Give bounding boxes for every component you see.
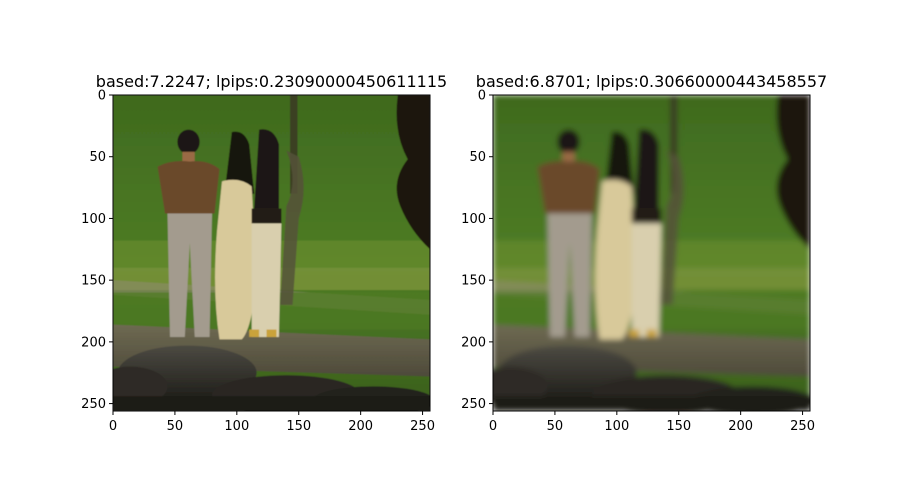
y-tick-label: 0 — [478, 89, 486, 104]
y-tick-label: 150 — [461, 274, 486, 289]
y-tick-label: 100 — [81, 212, 106, 227]
x-tick-label: 0 — [109, 419, 117, 434]
x-tick-label: 0 — [489, 419, 497, 434]
axes-frame — [492, 94, 811, 412]
x-tick-label: 200 — [728, 419, 753, 434]
x-tick-label: 50 — [547, 419, 564, 434]
panel-image — [493, 95, 810, 411]
y-tick-label: 200 — [81, 335, 106, 350]
axes-frame — [112, 94, 431, 412]
y-tick-label: 50 — [89, 150, 106, 165]
panel-title: based:7.2247; lpips:0.23090000450611115 — [96, 72, 447, 91]
y-tick-label: 100 — [461, 212, 486, 227]
image-panel-2: based:6.8701; lpips:0.306600004434585570… — [461, 72, 827, 434]
x-tick-label: 200 — [348, 419, 373, 434]
x-tick-label: 100 — [224, 419, 249, 434]
x-tick-label: 250 — [790, 419, 815, 434]
x-tick-label: 150 — [666, 419, 691, 434]
image-panel-1: based:7.2247; lpips:0.230900004506111150… — [81, 72, 447, 434]
panel-image — [113, 95, 430, 411]
y-tick-label: 200 — [461, 335, 486, 350]
y-tick-label: 250 — [461, 397, 486, 412]
y-tick-label: 50 — [469, 150, 486, 165]
y-tick-label: 150 — [81, 274, 106, 289]
x-tick-label: 150 — [286, 419, 311, 434]
panel-title: based:6.8701; lpips:0.30660000443458557 — [476, 72, 827, 91]
y-tick-label: 0 — [98, 89, 106, 104]
x-tick-label: 50 — [167, 419, 184, 434]
x-tick-label: 250 — [410, 419, 435, 434]
y-tick-label: 250 — [81, 397, 106, 412]
x-tick-label: 100 — [604, 419, 629, 434]
